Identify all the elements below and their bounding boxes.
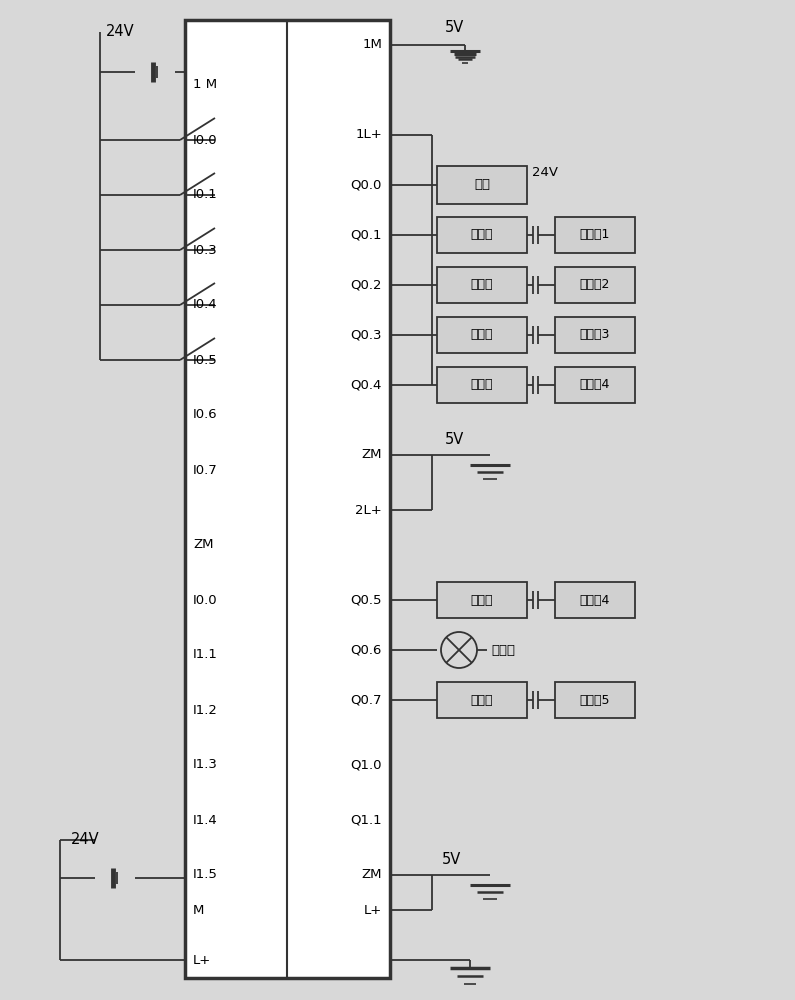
Text: 1L+: 1L+ [355,128,382,141]
Bar [437,166,527,204]
Text: I1.2: I1.2 [193,704,218,716]
Text: ZM: ZM [362,448,382,462]
Text: 5V: 5V [442,852,461,867]
Text: 继电器: 继电器 [471,593,493,606]
Text: 继电器: 继电器 [471,694,493,706]
Text: Q0.6: Q0.6 [351,644,382,656]
Text: Q0.3: Q0.3 [351,328,382,342]
Text: 电机: 电机 [474,178,490,192]
Text: Q0.4: Q0.4 [351,378,382,391]
Bar [437,682,527,718]
Text: I1.3: I1.3 [193,758,218,772]
Text: 电磁阀4: 电磁阀4 [580,593,611,606]
Bar [437,317,527,353]
Text: I1.5: I1.5 [193,868,218,882]
Text: L+: L+ [364,904,382,916]
Text: 继电器: 继电器 [471,229,493,241]
Bar [555,317,635,353]
Bar [185,20,390,978]
Text: Q1.0: Q1.0 [351,758,382,772]
Text: I0.4: I0.4 [193,298,218,312]
Text: Q1.1: Q1.1 [351,814,382,826]
Text: 电磁阀2: 电磁阀2 [580,278,611,292]
Text: I1.1: I1.1 [193,648,218,662]
Bar [555,367,635,403]
Text: 24V: 24V [71,832,99,848]
Text: I0.0: I0.0 [193,593,218,606]
Bar [555,582,635,618]
Text: ZM: ZM [362,868,382,882]
Text: 1M: 1M [363,38,382,51]
Text: 5V: 5V [445,432,464,448]
Bar [437,582,527,618]
Text: Q0.7: Q0.7 [351,694,382,706]
Bar [437,217,527,253]
Text: I0.0: I0.0 [193,133,218,146]
Text: I0.5: I0.5 [193,354,218,366]
Text: 继电器: 继电器 [471,278,493,292]
Text: 继电器: 继电器 [471,378,493,391]
Text: 报警灯: 报警灯 [491,644,515,656]
Text: 24V: 24V [532,166,558,180]
Text: I0.1: I0.1 [193,188,218,202]
Text: I0.3: I0.3 [193,243,218,256]
Bar [555,682,635,718]
Text: 继电器: 继电器 [471,328,493,342]
Text: I0.7: I0.7 [193,464,218,477]
Text: I1.4: I1.4 [193,814,218,826]
Text: 电磁阀1: 电磁阀1 [580,229,611,241]
Text: 24V: 24V [106,24,134,39]
Bar [437,367,527,403]
Text: Q0.5: Q0.5 [351,593,382,606]
Text: 电磁阀4: 电磁阀4 [580,378,611,391]
Text: Q0.2: Q0.2 [351,278,382,292]
Text: 1 M: 1 M [193,79,217,92]
Text: 2L+: 2L+ [355,504,382,516]
Text: ZM: ZM [193,538,214,552]
Text: I0.6: I0.6 [193,408,218,422]
Text: 电磁阀5: 电磁阀5 [580,694,611,706]
Text: Q0.1: Q0.1 [351,229,382,241]
Text: L+: L+ [193,954,211,966]
Text: 电磁阀3: 电磁阀3 [580,328,611,342]
Text: 5V: 5V [445,19,464,34]
Text: Q0.0: Q0.0 [351,178,382,192]
Bar [437,267,527,303]
Bar [555,217,635,253]
Text: M: M [193,904,204,916]
Bar [555,267,635,303]
